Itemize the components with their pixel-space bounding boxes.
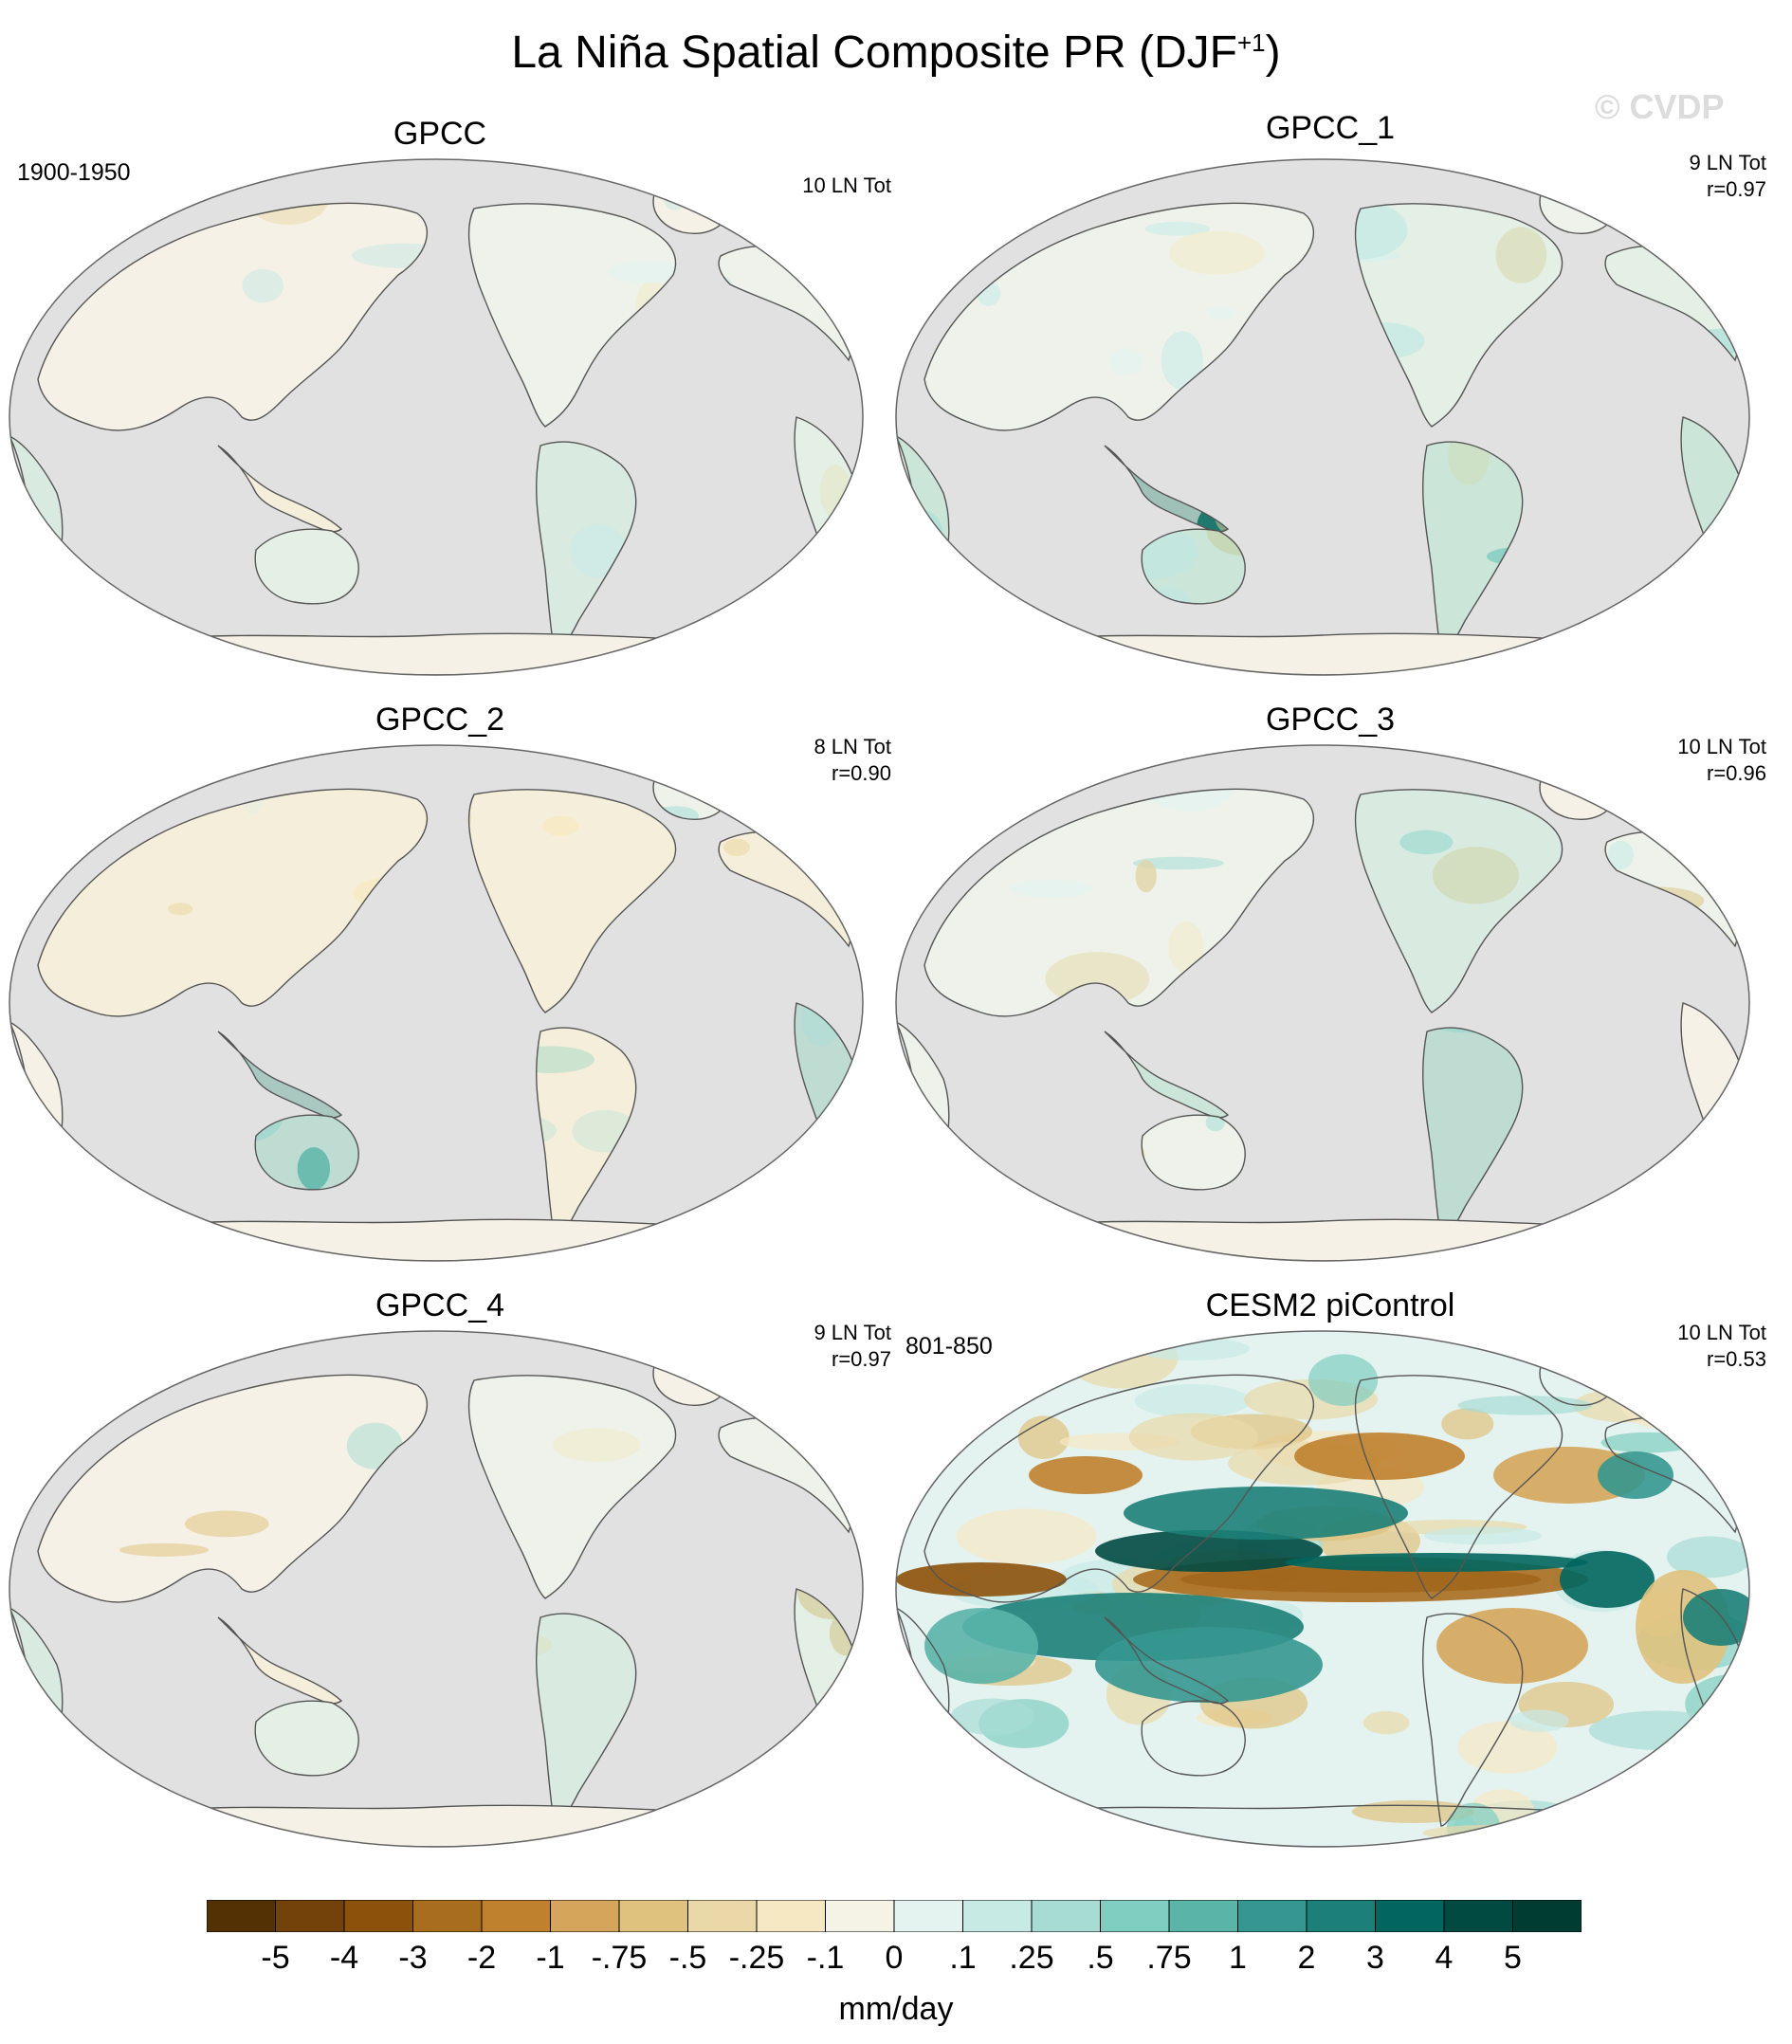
panel-count: 10 LN Tot r=0.53: [1677, 1321, 1766, 1371]
colorbar-swatch: [687, 1900, 758, 1932]
panel-title: GPCC: [393, 116, 487, 152]
panel-period: 801-850: [905, 1333, 993, 1360]
colorbar-swatch: [1168, 1900, 1238, 1932]
panel-count: 10 LN Tot r=0.96: [1677, 735, 1766, 785]
colorbar-tick-label: -3: [398, 1940, 428, 1976]
map-panel-gpcc: GPCC 1900-1950 10 LN Tot: [0, 116, 891, 684]
colorbar-swatch: [1306, 1900, 1376, 1932]
colorbar-swatch: [1375, 1900, 1445, 1932]
colorbar-tick-label: .25: [1009, 1940, 1054, 1976]
colorbar-swatch: [550, 1900, 620, 1932]
panel-title: GPCC_1: [1265, 110, 1396, 146]
map-canvas: [9, 158, 864, 676]
colorbar-swatch: [1237, 1900, 1307, 1932]
map-panel-gpcc-3: GPCC_3 10 LN Tot r=0.96: [887, 702, 1778, 1270]
panel-count: 10 LN Tot: [802, 173, 891, 197]
colorbar-tick-label: 2: [1297, 1940, 1316, 1976]
colorbar-swatch: [962, 1900, 1033, 1932]
panel-title: GPCC_2: [375, 702, 505, 738]
colorbar-swatch: [1031, 1900, 1101, 1932]
colorbar-tick-label: .5: [1087, 1940, 1114, 1976]
panel-title: CESM2 piControl: [1205, 1287, 1455, 1323]
panel-title: GPCC_4: [375, 1287, 505, 1323]
colorbar-swatch: [825, 1900, 895, 1932]
colorbar-swatch: [412, 1900, 483, 1932]
colorbar-swatch: [343, 1900, 413, 1932]
colorbar-swatch: [893, 1900, 963, 1932]
colorbar-tick-label: -.1: [806, 1940, 845, 1976]
colorbar-swatch: [481, 1900, 551, 1932]
colorbar-tick-label: -1: [536, 1940, 565, 1976]
colorbar-tick-label: -4: [329, 1940, 359, 1976]
map-canvas: [895, 744, 1750, 1262]
colorbar-tick-label: 3: [1366, 1940, 1384, 1976]
colorbar-tick-label: -.25: [728, 1940, 785, 1976]
map-panel-gpcc-4: GPCC_4 9 LN Tot r=0.97: [0, 1287, 891, 1856]
colorbar-tick-label: 0: [885, 1940, 904, 1976]
colorbar-swatch: [1443, 1900, 1513, 1932]
colorbar-tick-label: -2: [466, 1940, 497, 1976]
colorbar-swatch: [756, 1900, 826, 1932]
colorbar: [207, 1900, 1582, 1932]
colorbar-tick-label: .1: [949, 1940, 977, 1976]
panel-count: 9 LN Tot r=0.97: [1689, 151, 1766, 201]
colorbar-tick-label: -.5: [668, 1940, 707, 1976]
map-canvas: [895, 1330, 1750, 1848]
panel-count: 8 LN Tot r=0.90: [814, 735, 891, 785]
map-canvas: [9, 744, 864, 1262]
map-panel-cesm2-picontrol: CESM2 piControl 801-850 10 LN Tot r=0.53: [887, 1287, 1778, 1856]
colorbar-tick-label: 4: [1435, 1940, 1454, 1976]
colorbar-swatch: [1100, 1900, 1170, 1932]
main-title: La Niña Spatial Composite PR (DJF+1): [511, 27, 1281, 78]
colorbar-tick-label: .75: [1146, 1940, 1192, 1976]
map-canvas: [9, 1330, 864, 1848]
colorbar-tick-label: 5: [1504, 1940, 1522, 1976]
colorbar-swatch: [275, 1900, 345, 1932]
panel-count: 9 LN Tot r=0.97: [814, 1321, 891, 1371]
colorbar-swatch: [618, 1900, 688, 1932]
colorbar-swatch: [207, 1900, 276, 1932]
colorbar-tick-label: -.75: [591, 1940, 648, 1976]
map-panel-gpcc-1: GPCC_1 9 LN Tot r=0.97: [887, 110, 1778, 684]
map-panel-gpcc-2: GPCC_2 8 LN Tot r=0.90: [0, 702, 891, 1270]
watermark: © CVDP: [1595, 87, 1725, 126]
colorbar-units: mm/day: [838, 1991, 954, 2027]
colorbar-tick-label: 1: [1229, 1940, 1247, 1976]
panel-title: GPCC_3: [1265, 702, 1396, 738]
panel-period: 1900-1950: [17, 159, 131, 186]
colorbar-swatch: [1512, 1900, 1582, 1932]
colorbar-tick-label: -5: [261, 1940, 290, 1976]
map-canvas: [895, 158, 1750, 676]
